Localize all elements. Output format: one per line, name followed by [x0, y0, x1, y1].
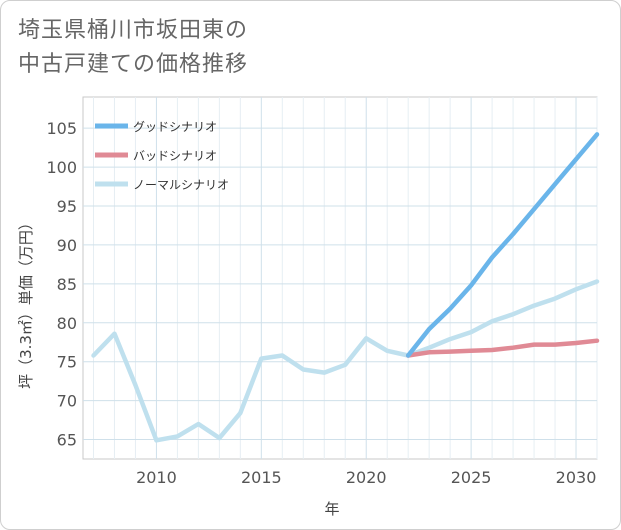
y-tick-label: 70	[57, 392, 77, 411]
x-axis-title: 年	[324, 500, 339, 518]
chart-title-line-2: 中古戸建ての価格推移	[18, 52, 249, 77]
x-tick-label: 2020	[346, 468, 387, 487]
y-tick-labels: 65 70 75 80 85 90 95 100 105	[46, 119, 77, 449]
plot-area	[82, 96, 598, 460]
x-tick-label: 2015	[241, 468, 282, 487]
x-tick-label: 2030	[556, 468, 597, 487]
x-tick-label: 2025	[451, 468, 492, 487]
y-tick-label: 65	[57, 431, 77, 450]
series-lines	[91, 132, 600, 443]
chart-title-line-1: 埼玉県桶川市坂田東の	[18, 18, 249, 43]
y-tick-label: 100	[46, 158, 77, 177]
legend-label: ノーマルシナリオ	[133, 178, 229, 192]
chart-title: 埼玉県桶川市坂田東の 中古戸建ての価格推移	[18, 14, 438, 82]
legend-label: グッドシナリオ	[133, 120, 217, 134]
series-line	[405, 338, 600, 358]
x-tick-label: 2010	[136, 468, 177, 487]
y-tick-label: 75	[57, 353, 77, 372]
series-line	[405, 132, 600, 358]
y-tick-label: 95	[57, 197, 77, 216]
y-tick-label: 80	[57, 314, 77, 333]
legend-label: バッドシナリオ	[133, 149, 217, 163]
x-tick-labels: 2010 2015 2020 2025 2030	[136, 468, 596, 487]
y-tick-label: 90	[57, 236, 77, 255]
y-axis-title: 坪（3.3㎡）単価（万円）	[17, 215, 35, 389]
y-tick-label: 85	[57, 275, 77, 294]
series-line	[91, 279, 600, 443]
y-tick-label: 105	[46, 119, 77, 138]
